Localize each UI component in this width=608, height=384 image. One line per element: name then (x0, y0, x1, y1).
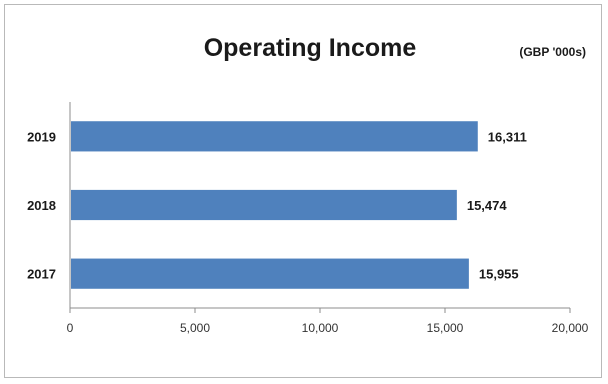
tick-label-0: 0 (67, 321, 74, 335)
chart-subtitle: (GBP '000s) (519, 45, 586, 59)
category-label-2018: 2018 (27, 198, 56, 213)
bar-2018 (71, 189, 457, 221)
tick-label-15000: 15,000 (427, 321, 464, 335)
tick-label-20000: 20,000 (552, 321, 589, 335)
chart-title: Operating Income (204, 34, 417, 62)
tick-label-10000: 10,000 (302, 321, 339, 335)
bar-2019 (71, 121, 478, 152)
category-label-2017: 2017 (27, 267, 56, 282)
tick-label-5000: 5,000 (180, 321, 210, 335)
category-label-2019: 2019 (27, 129, 56, 144)
data-label-2018: 15,474 (467, 198, 508, 213)
data-label-2019: 16,311 (488, 129, 527, 144)
bar-2017 (71, 258, 469, 289)
data-label-2017: 15,955 (479, 267, 519, 282)
